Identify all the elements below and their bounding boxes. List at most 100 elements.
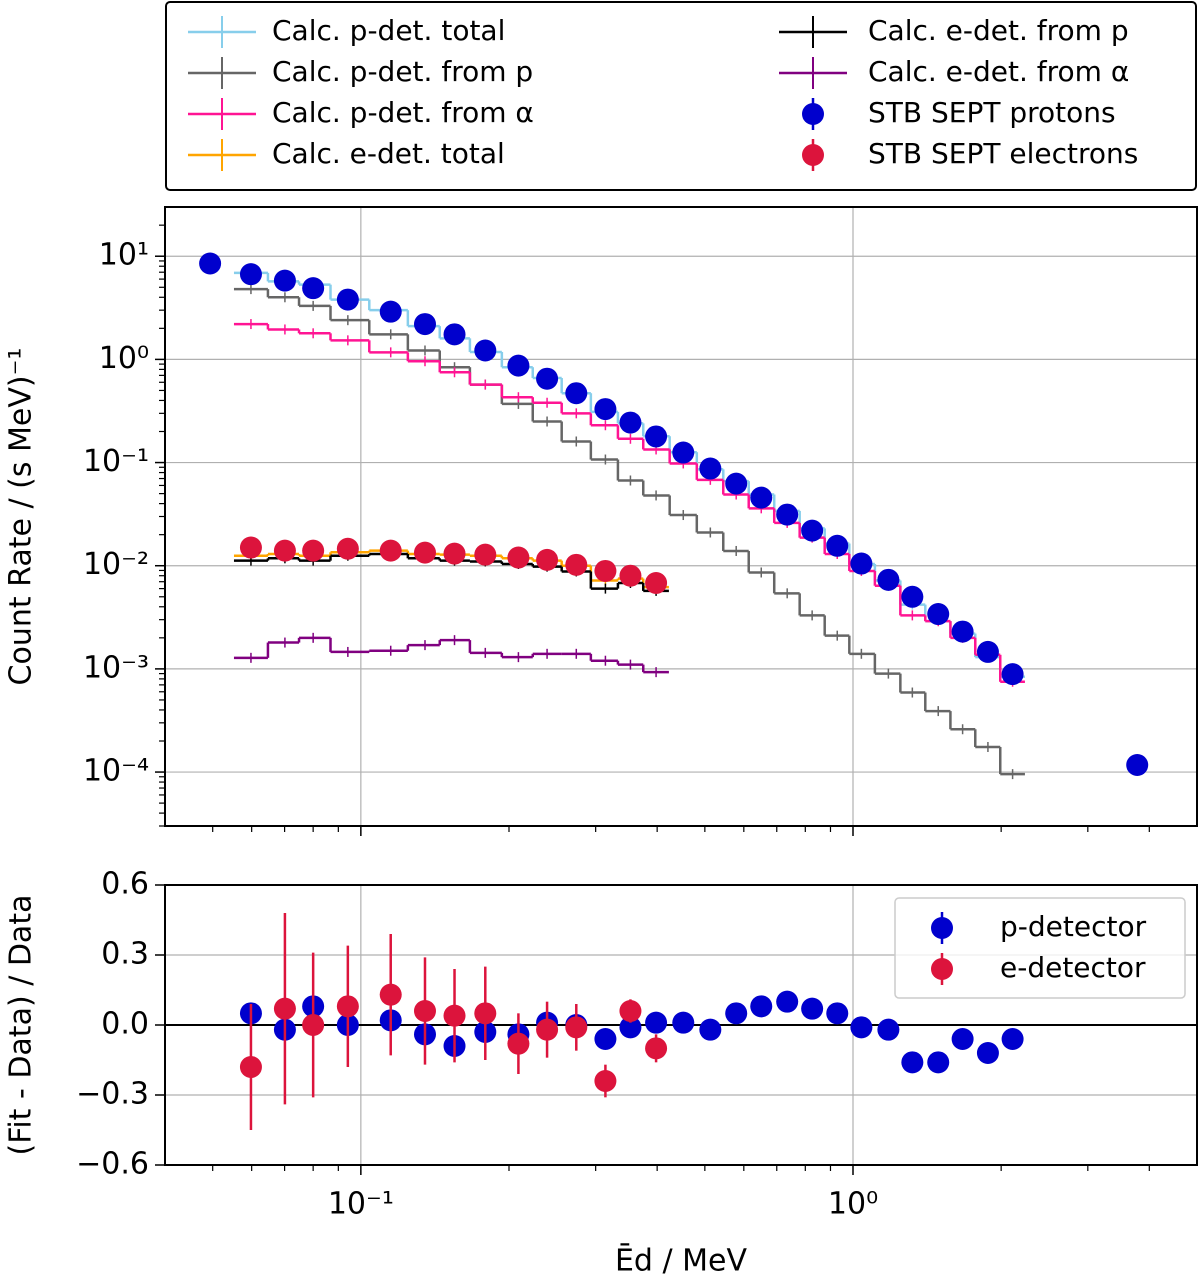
- legend-label: STB SEPT electrons: [868, 137, 1138, 170]
- y-axis-label: (Fit - Data) / Data: [4, 895, 39, 1156]
- legend-label: Calc. p-det. from p: [272, 55, 533, 88]
- point: [594, 559, 617, 582]
- point: [1126, 754, 1149, 777]
- point: [443, 1004, 466, 1027]
- x-tick-label: 10⁻¹: [328, 1187, 394, 1222]
- legend-marker: [931, 917, 953, 939]
- point: [336, 537, 359, 560]
- point: [302, 539, 325, 562]
- point: [239, 536, 262, 559]
- legend-label: STB SEPT protons: [868, 96, 1116, 129]
- legend-label: e-detector: [1000, 951, 1146, 984]
- axes-frame: [164, 884, 1198, 1166]
- point: [536, 367, 559, 390]
- point: [1001, 663, 1024, 686]
- point: [672, 1011, 695, 1034]
- axes-frame: [164, 206, 1198, 827]
- point: [976, 1042, 999, 1064]
- point: [826, 1002, 849, 1025]
- point: [725, 472, 748, 495]
- point: [699, 457, 722, 480]
- point: [379, 983, 402, 1006]
- point: [776, 990, 799, 1013]
- point: [536, 1018, 559, 1041]
- point: [199, 252, 222, 275]
- legend-box: [165, 1, 1197, 191]
- point: [443, 323, 466, 346]
- point: [474, 339, 497, 362]
- point: [1001, 1028, 1024, 1050]
- point: [645, 572, 668, 595]
- point: [336, 288, 359, 311]
- point: [507, 546, 530, 569]
- point: [302, 1014, 325, 1036]
- legend-marker: [931, 958, 953, 980]
- x-tick-label: 10⁰: [828, 1187, 878, 1222]
- point: [619, 411, 642, 434]
- point: [951, 620, 974, 643]
- point: [565, 382, 588, 405]
- legend-marker: [802, 103, 824, 125]
- point: [474, 543, 497, 566]
- legend-label: Calc. e-det. total: [272, 137, 505, 170]
- point: [619, 1016, 642, 1039]
- y-axis-label: Count Rate / (s MeV)⁻¹: [4, 348, 39, 686]
- point: [645, 1037, 668, 1060]
- point: [507, 354, 530, 377]
- y-tick-label: 10⁻⁴: [83, 754, 149, 789]
- point: [725, 1002, 748, 1025]
- y-tick-label: 0.6: [101, 867, 149, 902]
- y-tick-label: 10⁻¹: [83, 444, 149, 479]
- point: [302, 277, 325, 300]
- point: [273, 539, 296, 562]
- point: [594, 1070, 617, 1092]
- point: [413, 1000, 436, 1022]
- y-tick-label: 10⁻²: [83, 547, 149, 582]
- point: [776, 503, 799, 526]
- y-tick-label: −0.3: [76, 1077, 149, 1112]
- y-tick-label: −0.6: [76, 1147, 149, 1182]
- point: [594, 398, 617, 421]
- legend-label: Calc. e-det. from p: [868, 14, 1129, 47]
- legend-box: [894, 897, 1186, 999]
- point: [951, 1028, 974, 1050]
- point: [239, 263, 262, 286]
- point: [927, 603, 950, 626]
- y-tick-label: 10¹: [99, 238, 149, 273]
- point: [699, 1018, 722, 1041]
- point: [976, 640, 999, 663]
- point: [273, 269, 296, 292]
- point: [379, 539, 402, 562]
- point: [750, 995, 773, 1018]
- point: [413, 541, 436, 564]
- point: [672, 441, 695, 464]
- point: [239, 1056, 262, 1078]
- point: [507, 1032, 530, 1055]
- point: [413, 313, 436, 336]
- legend-label: Calc. p-det. from α: [272, 96, 534, 129]
- point: [850, 552, 873, 575]
- point: [901, 1051, 924, 1074]
- point: [379, 300, 402, 323]
- y-tick-label: 0.0: [101, 1007, 149, 1042]
- point: [901, 585, 924, 608]
- point: [645, 1011, 668, 1034]
- point: [877, 1018, 900, 1041]
- point: [565, 553, 588, 576]
- point: [826, 534, 849, 557]
- point: [801, 519, 824, 542]
- point: [850, 1016, 873, 1039]
- point: [273, 997, 296, 1020]
- point: [750, 486, 773, 509]
- point: [443, 542, 466, 565]
- point: [594, 1028, 617, 1050]
- y-tick-label: 10⁰: [99, 341, 149, 376]
- point: [336, 995, 359, 1018]
- point: [536, 548, 559, 571]
- point: [877, 568, 900, 591]
- point: [927, 1051, 950, 1074]
- y-tick-label: 0.3: [101, 937, 149, 972]
- legend-label: p-detector: [1000, 910, 1147, 943]
- point: [619, 1000, 642, 1022]
